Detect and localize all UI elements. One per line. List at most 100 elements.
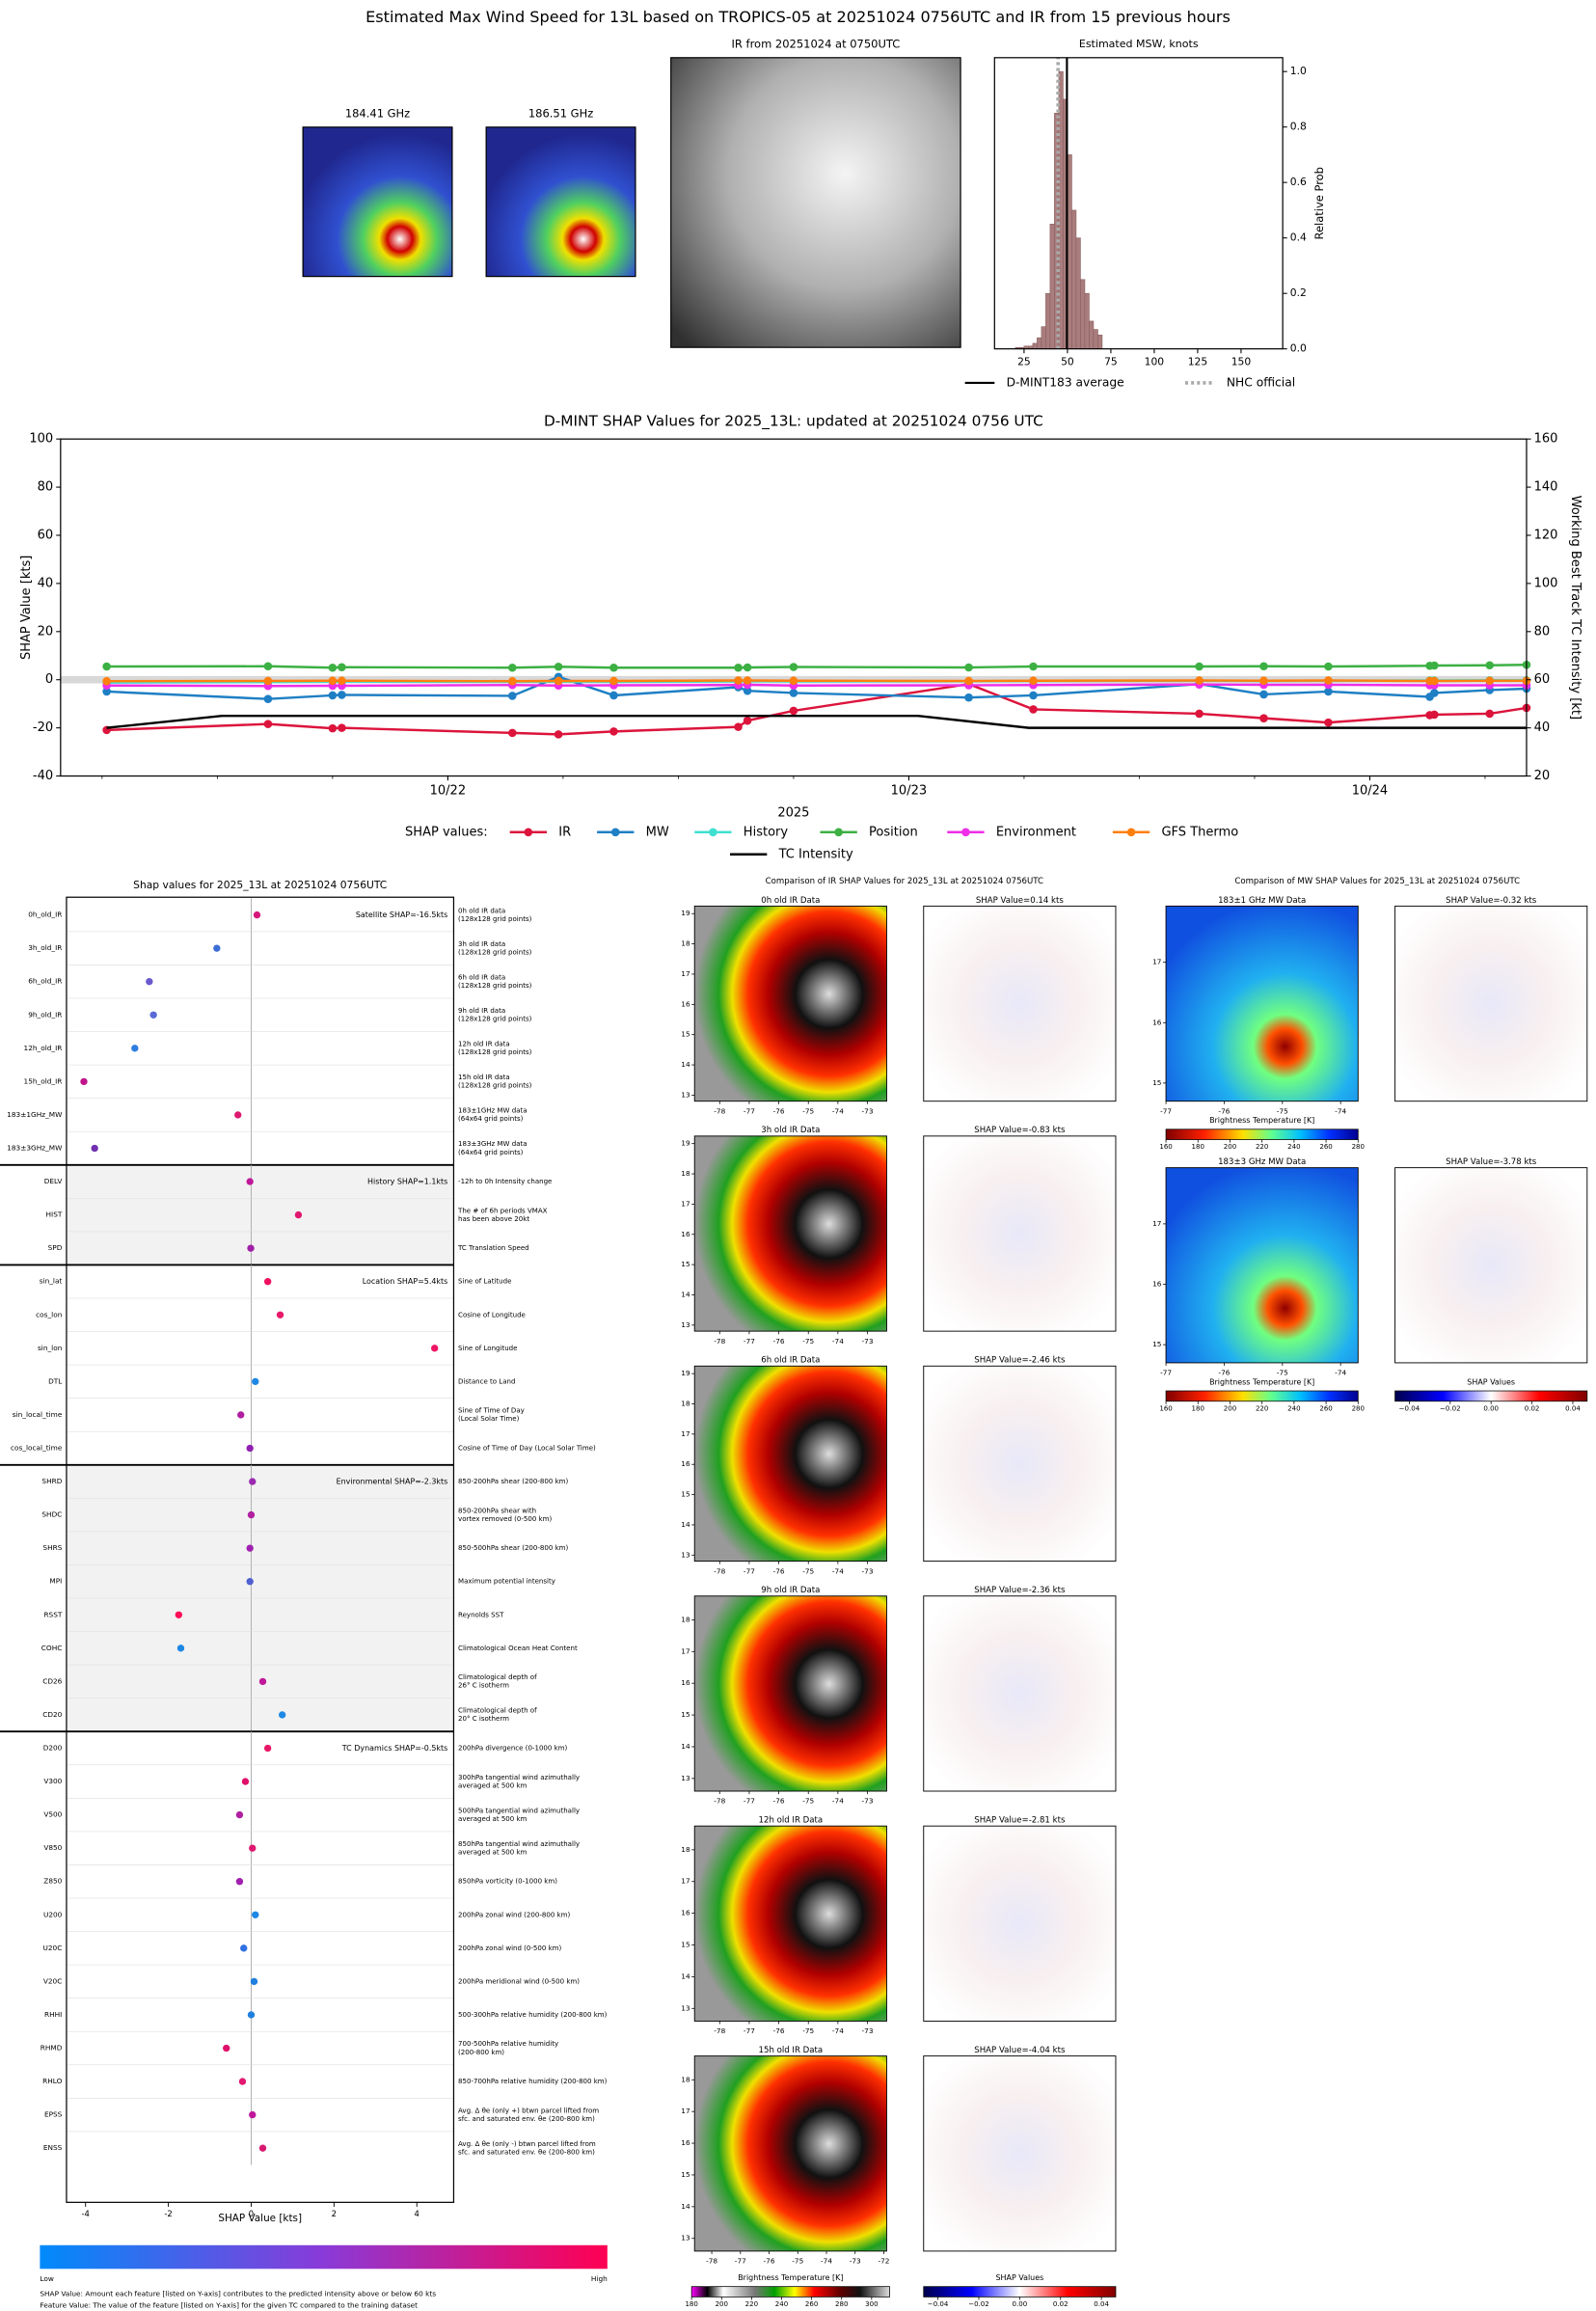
axes-frame bbox=[66, 896, 455, 2203]
image-title: 186.51 GHz bbox=[528, 107, 593, 121]
bar bbox=[1080, 279, 1086, 349]
colorbar-tick-label: 180 bbox=[685, 2299, 697, 2308]
feature-description: (128x128 grid points) bbox=[458, 914, 532, 923]
point bbox=[743, 686, 752, 695]
colorbar-label: Brightness Temperature [K] bbox=[738, 2273, 843, 2282]
feature-description: Sine of Time of Day bbox=[458, 1406, 525, 1415]
point bbox=[554, 676, 563, 686]
point bbox=[1430, 710, 1439, 720]
point bbox=[328, 723, 338, 733]
series-line bbox=[106, 664, 1527, 669]
feature-label: 6h_old_IR bbox=[28, 977, 62, 986]
feature-label: CD20 bbox=[42, 1710, 62, 1719]
point bbox=[1259, 690, 1268, 699]
image-panel bbox=[1165, 905, 1359, 1102]
x-tick-label: 50 bbox=[1061, 355, 1074, 367]
satellite-image bbox=[302, 126, 453, 278]
feature-description: (128x128 grid points) bbox=[458, 1047, 532, 1056]
feature-description: Cosine of Longitude bbox=[458, 1310, 526, 1319]
feature-label: D200 bbox=[43, 1743, 63, 1752]
colorbar-tick-label: −0.02 bbox=[968, 2299, 989, 2308]
colorbar-tick-label: 260 bbox=[1319, 1403, 1332, 1412]
footnote: SHAP Value: Amount each feature [listed … bbox=[40, 2289, 436, 2297]
legend-label: GFS Thermo bbox=[1161, 825, 1238, 839]
point bbox=[734, 663, 743, 672]
y-tick-label: 60 bbox=[38, 528, 54, 542]
point bbox=[1324, 662, 1333, 671]
x-tick-label: -73 bbox=[862, 2026, 874, 2035]
point bbox=[328, 691, 338, 700]
panel-title: SHAP Value=-2.46 kts bbox=[974, 1356, 1066, 1366]
point bbox=[1259, 662, 1268, 671]
dot bbox=[258, 1677, 267, 1686]
feature-description: has been above 20kt bbox=[458, 1214, 529, 1223]
x-tick-label: -78 bbox=[714, 1106, 725, 1115]
point bbox=[609, 691, 618, 700]
x-axis-label: 2025 bbox=[777, 805, 809, 820]
feature-label: 15h_old_IR bbox=[24, 1076, 63, 1085]
y-tick-label: 15 bbox=[681, 1030, 690, 1039]
dot bbox=[235, 1810, 244, 1819]
dot bbox=[246, 1178, 254, 1185]
group-label: TC Dynamics SHAP=-0.5kts bbox=[341, 1744, 448, 1753]
x-tick-label: -75 bbox=[802, 1106, 814, 1115]
feature-label: V20C bbox=[43, 1976, 63, 1985]
colorbar-tick-label: −0.02 bbox=[1440, 1403, 1461, 1412]
y-tick-label: 0.0 bbox=[1290, 342, 1307, 355]
legend-label: Environment bbox=[996, 825, 1076, 839]
x-tick-label: 0 bbox=[249, 2209, 254, 2218]
point bbox=[1324, 687, 1333, 696]
y-tick-label: 13 bbox=[681, 1090, 690, 1099]
x-tick-label: -75 bbox=[802, 1797, 814, 1806]
point bbox=[1485, 661, 1495, 670]
feature-description: 200hPa zonal wind (200-800 km) bbox=[458, 1910, 570, 1918]
dot bbox=[149, 1011, 157, 1019]
point bbox=[1195, 709, 1204, 719]
x-tick-label: 150 bbox=[1231, 355, 1252, 367]
y-tick-label: 80 bbox=[38, 480, 54, 495]
feature-description: Distance to Land bbox=[458, 1376, 515, 1385]
feature-label: 9h_old_IR bbox=[28, 1010, 62, 1019]
x-tick-label: -75 bbox=[802, 1566, 814, 1575]
panel-title: 12h old IR Data bbox=[759, 1816, 824, 1826]
feature-label: RHMD bbox=[41, 2043, 63, 2052]
feature-description: sfc. and saturated env. θe (200-800 km) bbox=[458, 2114, 595, 2123]
feature-label: 12h_old_IR bbox=[24, 1044, 63, 1052]
x-tick-label: -73 bbox=[862, 1106, 874, 1115]
y2-tick-label: 120 bbox=[1534, 528, 1558, 542]
point bbox=[102, 662, 111, 671]
x-tick-label: -76 bbox=[773, 1106, 785, 1115]
point bbox=[328, 663, 338, 672]
y-tick-label: 16 bbox=[681, 999, 690, 1008]
y-tick-label: 13 bbox=[681, 2234, 690, 2243]
dot bbox=[278, 1711, 286, 1719]
point bbox=[508, 692, 517, 700]
y-tick-label: 17 bbox=[681, 1877, 690, 1886]
feature-description: (128x128 grid points) bbox=[458, 1015, 532, 1023]
point bbox=[1259, 676, 1268, 686]
panel-title: SHAP Value=0.14 kts bbox=[976, 896, 1065, 906]
dot bbox=[240, 1944, 248, 1952]
panel-title: 183±1 GHz MW Data bbox=[1218, 896, 1306, 906]
legend-label: D-MINT183 average bbox=[1007, 375, 1124, 389]
dot bbox=[252, 1377, 259, 1386]
colorbar-tick-label: 180 bbox=[1192, 1142, 1204, 1151]
bar bbox=[1071, 209, 1077, 349]
feature-description: (128x128 grid points) bbox=[458, 947, 532, 956]
y-tick-label: 14 bbox=[681, 1742, 690, 1751]
feature-description: Sine of Longitude bbox=[458, 1344, 517, 1352]
x-tick-label: -75 bbox=[802, 1337, 814, 1346]
point bbox=[1430, 689, 1439, 697]
colorbar-tick-label: 0.02 bbox=[1525, 1403, 1540, 1412]
legend-title: SHAP values: bbox=[405, 825, 488, 839]
colorbar-label: SHAP Values bbox=[1467, 1377, 1515, 1386]
bar bbox=[1084, 292, 1090, 349]
point bbox=[554, 730, 563, 739]
panel-title: 6h old IR Data bbox=[761, 1356, 820, 1366]
x-tick-label: 2 bbox=[332, 2209, 337, 2218]
feature-label: 183±3GHz_MW bbox=[7, 1143, 63, 1152]
panel-title: SHAP Value=-4.04 kts bbox=[974, 2046, 1066, 2055]
point bbox=[554, 662, 563, 671]
y-tick-label: 0.8 bbox=[1290, 121, 1307, 133]
